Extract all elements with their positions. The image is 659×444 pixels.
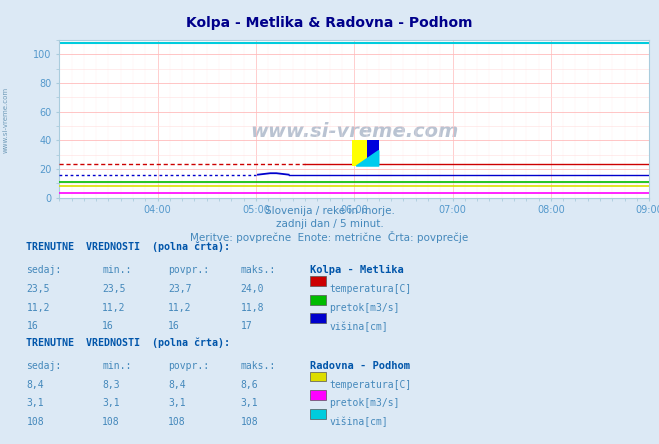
Text: 3,1: 3,1 [102, 398, 120, 408]
Text: 11,2: 11,2 [168, 303, 192, 313]
Text: pretok[m3/s]: pretok[m3/s] [330, 398, 400, 408]
Text: 24,0: 24,0 [241, 284, 264, 294]
Text: povpr.:: povpr.: [168, 265, 209, 275]
Text: 108: 108 [168, 417, 186, 427]
Text: 23,5: 23,5 [26, 284, 50, 294]
Text: min.:: min.: [102, 265, 132, 275]
Text: 23,7: 23,7 [168, 284, 192, 294]
Text: www.si-vreme.com: www.si-vreme.com [2, 87, 9, 153]
Text: Meritve: povprečne  Enote: metrične  Črta: povprečje: Meritve: povprečne Enote: metrične Črta:… [190, 231, 469, 243]
Text: pretok[m3/s]: pretok[m3/s] [330, 303, 400, 313]
Text: min.:: min.: [102, 361, 132, 371]
Text: zadnji dan / 5 minut.: zadnji dan / 5 minut. [275, 219, 384, 229]
Text: 108: 108 [102, 417, 120, 427]
Bar [352, 140, 379, 166]
Bar [366, 140, 379, 166]
Polygon shape [357, 151, 379, 166]
Text: Radovna - Podhom: Radovna - Podhom [310, 361, 410, 371]
Text: Kolpa - Metlika & Radovna - Podhom: Kolpa - Metlika & Radovna - Podhom [186, 16, 473, 30]
Text: 8,3: 8,3 [102, 380, 120, 390]
Text: 108: 108 [241, 417, 258, 427]
Text: 3,1: 3,1 [241, 398, 258, 408]
Text: 8,4: 8,4 [168, 380, 186, 390]
Text: povpr.:: povpr.: [168, 361, 209, 371]
Text: 8,4: 8,4 [26, 380, 44, 390]
Text: višina[cm]: višina[cm] [330, 417, 388, 427]
Text: višina[cm]: višina[cm] [330, 321, 388, 332]
Text: 8,6: 8,6 [241, 380, 258, 390]
Text: sedaj:: sedaj: [26, 265, 61, 275]
Text: 16: 16 [102, 321, 114, 332]
Text: temperatura[C]: temperatura[C] [330, 284, 412, 294]
Text: 17: 17 [241, 321, 252, 332]
Text: Slovenija / reke in morje.: Slovenija / reke in morje. [264, 206, 395, 217]
Text: Kolpa - Metlika: Kolpa - Metlika [310, 265, 403, 275]
Text: 11,2: 11,2 [26, 303, 50, 313]
Text: 3,1: 3,1 [168, 398, 186, 408]
Text: 11,2: 11,2 [102, 303, 126, 313]
Text: 16: 16 [26, 321, 38, 332]
Text: temperatura[C]: temperatura[C] [330, 380, 412, 390]
Text: TRENUTNE  VREDNOSTI  (polna črta):: TRENUTNE VREDNOSTI (polna črta): [26, 242, 231, 253]
Text: maks.:: maks.: [241, 265, 275, 275]
Text: TRENUTNE  VREDNOSTI  (polna črta):: TRENUTNE VREDNOSTI (polna črta): [26, 337, 231, 348]
Text: 16: 16 [168, 321, 180, 332]
Text: maks.:: maks.: [241, 361, 275, 371]
Text: sedaj:: sedaj: [26, 361, 61, 371]
Text: 3,1: 3,1 [26, 398, 44, 408]
Text: 108: 108 [26, 417, 44, 427]
Text: 23,5: 23,5 [102, 284, 126, 294]
Text: www.si-vreme.com: www.si-vreme.com [250, 122, 459, 141]
Text: 11,8: 11,8 [241, 303, 264, 313]
